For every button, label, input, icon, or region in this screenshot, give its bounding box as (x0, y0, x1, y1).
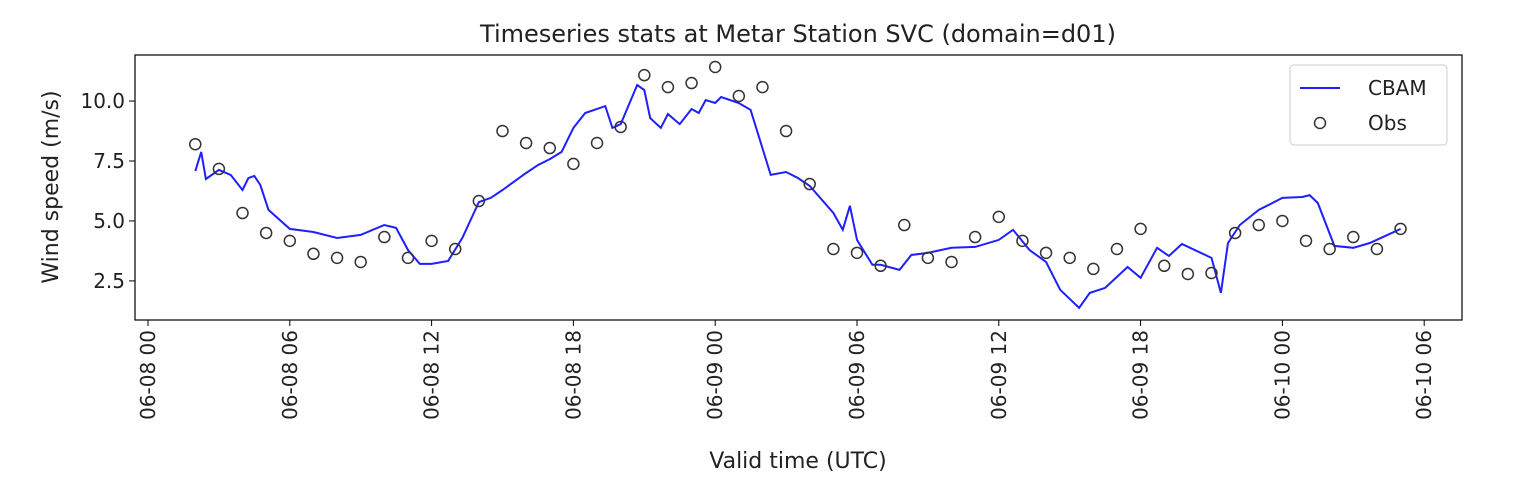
x-tick-label: 06-09 00 (703, 330, 727, 420)
obs-point (921, 251, 935, 265)
obs-point (874, 259, 887, 273)
obs-point (1228, 226, 1242, 240)
obs-point (590, 136, 604, 150)
obs-point (307, 247, 320, 261)
obs-point (614, 120, 627, 134)
obs-point (1039, 246, 1053, 260)
obs-point (496, 124, 509, 138)
obs-point (212, 162, 226, 176)
line-series (194, 83, 1402, 310)
obs-point (1063, 251, 1076, 265)
y-tick-label: 5.0 (93, 209, 125, 233)
obs-point (401, 251, 415, 265)
x-tick-label: 06-09 12 (987, 330, 1011, 420)
plot-frame (134, 54, 1463, 321)
obs-point (378, 230, 391, 244)
y-axis-label: Wind speed (m/s) (39, 90, 64, 283)
obs-point (1134, 222, 1147, 236)
x-tick-label: 06-10 00 (1270, 330, 1294, 420)
obs-point (1252, 218, 1266, 232)
obs-point (567, 157, 580, 171)
x-tick-label: 06-08 12 (420, 330, 444, 420)
legend-box (1289, 64, 1448, 146)
obs-point (189, 137, 202, 151)
x-tick-label: 06-10 06 (1412, 330, 1436, 420)
obs-point (1347, 230, 1360, 244)
obs-point (330, 251, 344, 265)
obs-point (1394, 222, 1407, 236)
obs-point (1299, 234, 1313, 248)
obs-point (661, 80, 675, 94)
obs-point (283, 234, 297, 248)
obs-point (1087, 262, 1100, 276)
obs-point (1323, 242, 1336, 256)
obs-point (827, 242, 840, 256)
x-tick-label: 06-08 00 (136, 330, 160, 420)
obs-point (850, 246, 864, 260)
obs-point (425, 234, 438, 248)
legend-label: CBAM (1368, 76, 1427, 100)
obs-point (992, 210, 1006, 224)
obs-point (448, 242, 462, 256)
obs-point (945, 255, 958, 269)
obs-point (1181, 267, 1195, 281)
obs-point (779, 124, 793, 138)
obs-point (1205, 266, 1218, 280)
obs-point (519, 136, 533, 150)
obs-point (1110, 242, 1124, 256)
obs-point (756, 80, 769, 94)
obs-point (1370, 242, 1384, 256)
x-tick-label: 06-09 18 (1129, 330, 1153, 420)
obs-point (968, 230, 982, 244)
obs-point (732, 89, 746, 103)
obs-point (1276, 214, 1289, 228)
obs-point (259, 226, 273, 240)
obs-point (1157, 259, 1171, 273)
x-tick-label: 06-09 06 (845, 330, 869, 420)
obs-point (354, 255, 367, 269)
chart-title: Timeseries stats at Metar Station SVC (d… (479, 20, 1116, 48)
y-tick-label: 10.0 (80, 89, 125, 113)
obs-point (236, 206, 249, 220)
x-tick-label: 06-08 18 (561, 330, 585, 420)
legend-marker (1313, 116, 1327, 130)
x-tick-label: 06-08 06 (278, 330, 302, 420)
obs-point (803, 177, 816, 191)
obs-point (708, 60, 722, 74)
obs-point (898, 218, 911, 232)
obs-point (472, 194, 486, 208)
x-axis-label: Valid time (UTC) (709, 449, 886, 474)
legend-label: Obs (1368, 111, 1407, 135)
obs-point (685, 76, 698, 90)
obs-point (1016, 234, 1029, 248)
y-tick-label: 2.5 (93, 269, 125, 293)
y-tick-label: 7.5 (93, 149, 125, 173)
obs-point (638, 68, 651, 82)
obs-point (543, 141, 557, 155)
